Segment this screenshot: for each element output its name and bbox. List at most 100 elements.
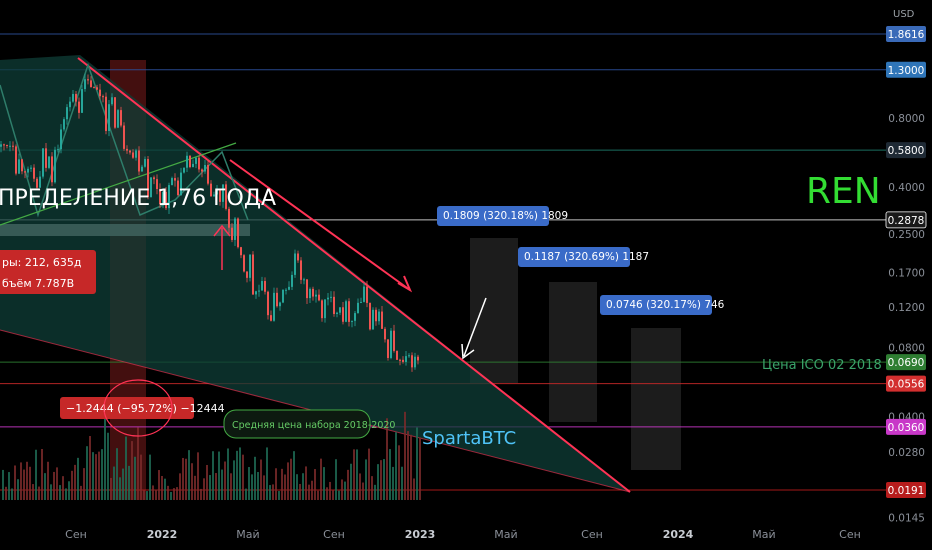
candle-body [351,320,353,322]
volume-bar [77,457,79,500]
ico-price-label: Цена ICO 02 2018 [762,358,882,373]
candle-body [348,301,350,322]
candle-body [249,254,251,278]
target-label-1-box [437,206,549,226]
volume-bar [71,470,73,500]
volume-bar [287,462,289,500]
x-tick-label-0: Сен [65,528,87,541]
y-tick-label-4: 0.1200 [888,302,925,314]
volume-bar [389,449,391,500]
candle-body [411,355,413,368]
candle-body [357,302,359,314]
target-box-1 [470,238,518,383]
target-label-2-box [518,247,630,267]
bars-info-callout-box [0,250,96,294]
volume-bar [11,488,13,500]
chart-title: REN [806,171,881,212]
volume-bar [347,469,349,500]
volume-bar [236,450,238,500]
y-tick-label-0: 0.8000 [888,113,925,125]
volume-bar [173,488,175,500]
volume-bar [167,485,169,500]
volume-bar [212,451,214,500]
volume-bar [215,473,217,500]
candle-body [141,166,143,172]
candle-body [228,208,230,228]
candle-body [84,79,86,90]
candle-body [138,150,140,172]
candle-body [165,191,167,209]
volume-bar [188,450,190,500]
volume-bar [230,473,232,500]
drop-measure-label-text: −1.2444 (−95.72%) −12444 [66,402,225,415]
candle-body [3,144,5,146]
target-label-2-text: 0.1187 (320.69%) 1187 [524,251,649,263]
candle-body [264,281,266,292]
candle-body [300,260,302,280]
volume-bar [260,459,262,500]
target-label-3: 0.0746 (320.17%) 746 [600,295,725,315]
candle-body [93,87,95,89]
volume-bar [293,451,295,500]
candle-body [72,93,74,102]
candle-body [240,247,242,256]
candle-body [54,149,56,183]
candle-body [252,254,254,295]
candle-body [276,292,278,307]
volume-bar [329,481,331,500]
volume-bar [110,477,112,500]
volume-bar [185,458,187,500]
y-tick-label-7: 0.0280 [888,447,925,459]
candle-body [30,167,32,169]
candle-body [96,87,98,90]
volume-bar [296,474,298,500]
volume-bar [281,468,283,500]
volume-bars-layer [2,411,421,500]
volume-bar [290,458,292,500]
volume-bar [5,486,7,500]
volume-bar [200,488,202,500]
price-label-text-3: 0.2878 [888,215,925,227]
price-label-5: 0.0556 [886,375,926,392]
candle-body [306,279,308,299]
price-label-0: 1.8616 [886,26,926,42]
volume-bar [164,478,166,500]
avg-price-note-box [223,409,371,439]
volume-bar [65,488,67,500]
x-tick-label-8: Май [752,528,775,541]
volume-bar [221,469,223,500]
volume-bar [113,466,115,500]
candle-body [318,294,320,301]
candle-body [147,159,149,197]
candle-body [387,339,389,358]
candle-body [174,178,176,181]
x-tick-label-5: Май [494,528,517,541]
volume-bar [74,464,76,500]
volume-bar [161,475,163,500]
candle-body [144,159,146,167]
volume-bar [299,483,301,500]
price-label-3: 0.2878 [885,211,927,229]
volume-bar [245,488,247,500]
volume-bar [386,418,388,500]
candle-body [24,171,26,173]
volume-bar [233,460,235,500]
candle-body [363,286,365,302]
candle-body [408,355,410,357]
volume-bar [194,475,196,500]
candles-layer [0,73,419,372]
currency-label: USD [893,9,915,20]
volume-bar [191,463,193,500]
candle-body [99,89,101,97]
target-label-1: 0.1809 (320.18%) 1809 [437,206,568,226]
candle-body [285,289,287,291]
volume-bar [365,459,367,500]
candle-body [333,296,335,314]
candle-body [399,359,401,361]
volume-bar [41,448,43,500]
volume-bar [251,474,253,500]
volume-bar [38,486,40,500]
volume-bar [263,475,265,500]
